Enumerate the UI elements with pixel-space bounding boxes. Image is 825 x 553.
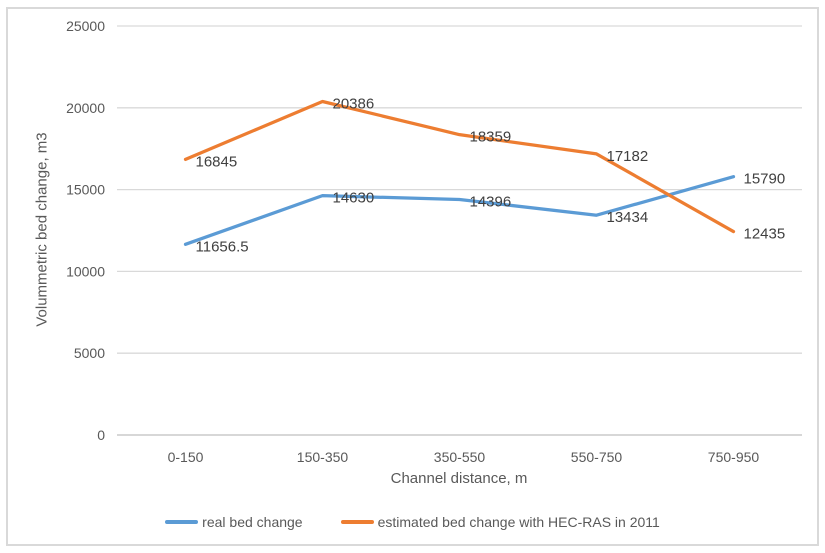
series-line	[183, 175, 736, 246]
x-tick-label: 750-950	[708, 449, 760, 465]
legend-line-marker	[165, 520, 199, 524]
legend-item-real-bed-change: real bed change	[165, 514, 303, 530]
data-label: 20386	[333, 95, 375, 112]
x-axis-title: Channel distance, m	[390, 470, 528, 487]
x-tick-label: 350-550	[434, 449, 486, 465]
legend: real bed change estimated bed change wit…	[0, 514, 825, 530]
y-tick-label: 15000	[66, 182, 105, 198]
data-label: 13434	[607, 209, 649, 226]
data-label: 18359	[470, 129, 512, 146]
y-axis-title: Volummetric bed change, m3	[33, 132, 51, 327]
data-label: 15790	[744, 171, 786, 188]
data-label: 12435	[744, 226, 786, 243]
x-tick-label: 0-150	[168, 449, 204, 465]
chart-frame	[6, 7, 819, 546]
legend-line-marker	[340, 520, 374, 524]
y-tick-label: 5000	[74, 345, 105, 361]
legend-label: real bed change	[202, 514, 303, 530]
data-label: 14630	[333, 190, 375, 207]
y-tick-label: 0	[97, 427, 105, 443]
legend-item-estimated-bed-change: estimated bed change with HEC-RAS in 201…	[340, 514, 660, 530]
series-line	[183, 99, 736, 234]
data-label: 14396	[470, 193, 512, 210]
x-tick-label: 150-350	[297, 449, 349, 465]
y-tick-label: 25000	[66, 18, 105, 34]
y-tick-label: 20000	[66, 100, 105, 116]
data-label: 17182	[607, 148, 649, 165]
y-tick-label: 10000	[66, 263, 105, 279]
legend-label: estimated bed change with HEC-RAS in 201…	[377, 514, 660, 530]
x-tick-label: 550-750	[571, 449, 623, 465]
data-label: 11656.5	[196, 238, 249, 255]
data-label: 16845	[196, 153, 238, 170]
